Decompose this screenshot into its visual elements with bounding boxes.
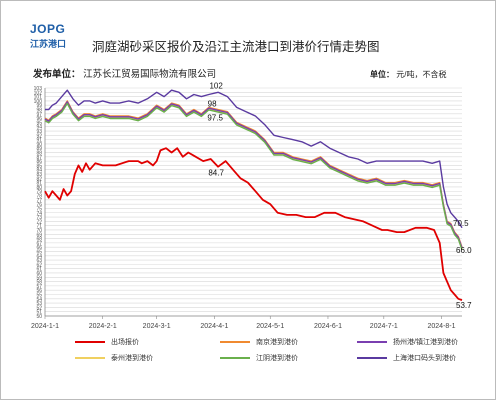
- series-line: [44, 101, 463, 250]
- x-tick-label: 2024-1-1: [31, 323, 59, 330]
- publisher-label: 发布单位：: [33, 69, 81, 80]
- unit-line: 单位： 元/吨，不含税: [370, 69, 446, 80]
- logo-subtitle: 江苏港口: [30, 39, 67, 49]
- y-tick-label: 61: [36, 267, 42, 273]
- y-tick-label: 79: [36, 189, 42, 195]
- y-tick-label: 50: [36, 314, 42, 320]
- y-tick-label: 60: [36, 271, 42, 277]
- y-tick-label: 84: [36, 168, 42, 174]
- x-tick-label: 2024-6-1: [314, 323, 342, 330]
- y-tick-label: 89: [36, 146, 42, 152]
- x-tick-label: 2024-4-1: [200, 323, 228, 330]
- unit-value: 元/吨，不含税: [396, 70, 447, 79]
- series-line: [44, 101, 463, 249]
- y-tick-label: 55: [36, 292, 42, 298]
- y-tick-label: 68: [36, 237, 42, 243]
- data-label: 84.7: [208, 169, 224, 178]
- y-tick-label: 103: [34, 86, 43, 92]
- y-tick-label: 74: [36, 211, 42, 217]
- x-tick-label: 2024-2-1: [89, 323, 117, 330]
- chart-title: 洞庭湖砂采区报价及沿江主流港口到港价行情走势图: [92, 40, 380, 54]
- y-tick-label: 67: [36, 241, 42, 247]
- y-tick-label: 63: [36, 258, 42, 264]
- y-tick-label: 80: [36, 185, 42, 191]
- y-tick-label: 83: [36, 172, 42, 178]
- series-line: [44, 147, 463, 301]
- y-tick-label: 78: [36, 194, 42, 200]
- y-tick-label: 73: [36, 215, 42, 221]
- y-tick-label: 97: [36, 112, 42, 118]
- series-line: [45, 89, 463, 229]
- y-tick-label: 72: [36, 219, 42, 225]
- data-label: 66.0: [456, 246, 472, 255]
- y-tick-label: 99: [36, 103, 42, 109]
- y-tick-label: 53: [36, 301, 42, 307]
- y-tick-label: 82: [36, 176, 42, 182]
- y-tick-label: 71: [36, 224, 42, 230]
- x-tick-label: 2024-5-1: [256, 323, 284, 330]
- y-tick-label: 70: [36, 228, 42, 234]
- x-tick-label: 2024-8-1: [428, 323, 456, 330]
- y-tick-label: 77: [36, 198, 42, 204]
- series-line: [44, 102, 463, 251]
- series-line: [44, 100, 463, 248]
- y-tick-label: 96: [36, 116, 42, 122]
- y-tick-label: 95: [36, 120, 42, 126]
- y-tick-label: 62: [36, 262, 42, 268]
- y-tick-label: 101: [34, 95, 43, 101]
- y-tick-label: 102: [34, 90, 43, 96]
- y-tick-label: 98: [36, 108, 42, 114]
- y-tick-label: 56: [36, 288, 42, 294]
- y-tick-label: 90: [36, 142, 42, 148]
- y-tick-label: 57: [36, 284, 42, 290]
- y-tick-label: 75: [36, 206, 42, 212]
- y-tick-label: 51: [36, 310, 42, 316]
- y-tick-label: 87: [36, 155, 42, 161]
- y-tick-label: 91: [36, 138, 42, 144]
- y-tick-label: 92: [36, 133, 42, 139]
- y-tick-label: 93: [36, 129, 42, 135]
- x-tick-label: 2024-7-1: [370, 323, 398, 330]
- data-label: 97.5: [207, 114, 223, 123]
- y-tick-label: 64: [36, 254, 42, 260]
- publisher-line: 发布单位： 江苏长江贸易国际物流有限公司: [33, 66, 216, 80]
- data-label: 70.5: [453, 219, 469, 228]
- y-tick-label: 88: [36, 151, 42, 157]
- y-tick-label: 58: [36, 280, 42, 286]
- y-tick-label: 100: [34, 99, 43, 105]
- y-tick-label: 69: [36, 232, 42, 238]
- y-tick-label: 65: [36, 249, 42, 255]
- y-tick-label: 85: [36, 163, 42, 169]
- y-tick-label: 76: [36, 202, 42, 208]
- y-tick-label: 59: [36, 275, 42, 281]
- y-tick-label: 52: [36, 305, 42, 311]
- data-label: 98: [208, 100, 217, 109]
- y-tick-label: 66: [36, 245, 42, 251]
- data-label: 53.7: [456, 301, 472, 310]
- y-tick-label: 86: [36, 159, 42, 165]
- y-tick-label: 94: [36, 125, 42, 131]
- data-label: 102: [209, 81, 223, 90]
- unit-label: 单位：: [370, 70, 394, 79]
- publisher-value: 江苏长江贸易国际物流有限公司: [83, 69, 217, 80]
- y-tick-label: 54: [36, 297, 42, 303]
- x-tick-label: 2024-3-1: [143, 323, 171, 330]
- logo-mark: JOPG: [30, 22, 66, 36]
- company-logo: JOPG 江苏港口: [30, 22, 78, 50]
- y-tick-label: 81: [36, 181, 42, 187]
